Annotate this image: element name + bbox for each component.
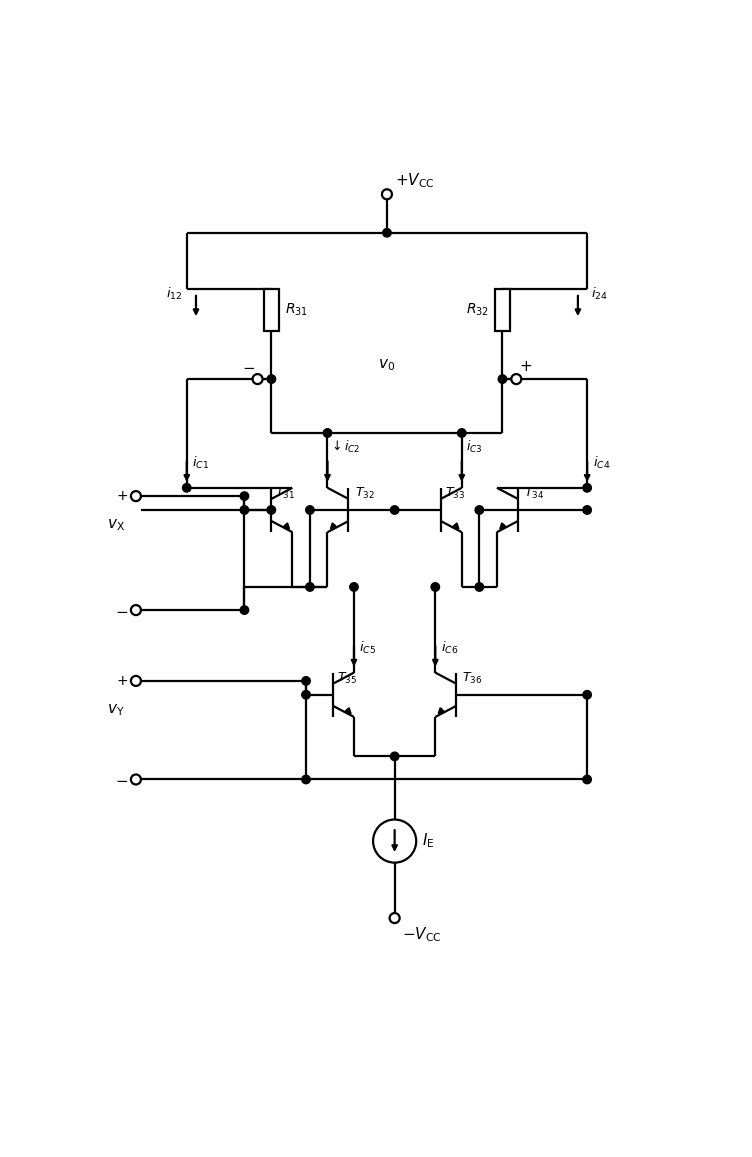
Text: $-V_{\rm CC}$: $-V_{\rm CC}$ (402, 926, 442, 944)
Circle shape (390, 506, 399, 514)
Text: $+$: $+$ (116, 673, 129, 688)
Text: $\!\downarrow i_{C2}$: $\!\downarrow i_{C2}$ (332, 440, 361, 456)
Text: $i_{C4}$: $i_{C4}$ (593, 455, 610, 471)
Text: $i_{C3}$: $i_{C3}$ (465, 440, 482, 456)
Circle shape (511, 374, 521, 384)
Text: $v_0$: $v_0$ (378, 358, 396, 373)
Circle shape (583, 484, 591, 492)
Circle shape (583, 506, 591, 514)
Circle shape (306, 583, 314, 591)
Text: $+$: $+$ (519, 359, 532, 374)
Circle shape (240, 506, 249, 514)
Text: $i_{C1}$: $i_{C1}$ (192, 455, 209, 471)
Text: $T_{33}$: $T_{33}$ (444, 486, 465, 501)
Circle shape (583, 691, 591, 699)
Circle shape (475, 506, 484, 514)
Text: $T_{35}$: $T_{35}$ (337, 670, 357, 686)
Circle shape (373, 819, 416, 863)
Text: $-$: $-$ (115, 603, 129, 618)
Circle shape (131, 605, 141, 616)
Circle shape (267, 375, 276, 383)
Text: $T_{34}$: $T_{34}$ (524, 486, 544, 501)
Circle shape (267, 506, 275, 514)
Text: $i_{12}$: $i_{12}$ (166, 286, 183, 302)
Circle shape (240, 492, 249, 500)
Circle shape (240, 606, 249, 614)
Text: $i_{C5}$: $i_{C5}$ (359, 640, 377, 656)
Circle shape (302, 691, 311, 699)
Bar (495, 288, 510, 331)
Text: $T_{32}$: $T_{32}$ (355, 486, 374, 501)
Circle shape (306, 506, 314, 514)
Text: $R_{31}$: $R_{31}$ (284, 302, 308, 318)
Circle shape (302, 677, 311, 685)
Text: $v_{\rm X}$: $v_{\rm X}$ (108, 517, 126, 533)
Text: $-$: $-$ (115, 772, 129, 787)
Text: $+$: $+$ (116, 489, 129, 503)
Circle shape (499, 375, 507, 383)
Circle shape (431, 583, 439, 591)
Text: $i_{C6}$: $i_{C6}$ (441, 640, 458, 656)
Bar (264, 288, 279, 331)
Circle shape (383, 229, 391, 237)
Circle shape (323, 429, 332, 437)
Circle shape (253, 374, 262, 384)
Circle shape (390, 752, 399, 760)
Circle shape (457, 429, 466, 437)
Circle shape (131, 676, 141, 686)
Text: $i_{24}$: $i_{24}$ (591, 286, 608, 302)
Text: $T_{36}$: $T_{36}$ (462, 670, 483, 686)
Circle shape (382, 190, 392, 199)
Text: $I_{\rm E}$: $I_{\rm E}$ (423, 832, 435, 850)
Circle shape (350, 583, 358, 591)
Circle shape (183, 484, 191, 492)
Circle shape (302, 775, 311, 783)
Text: $v_{\rm Y}$: $v_{\rm Y}$ (108, 702, 125, 718)
Circle shape (131, 491, 141, 501)
Text: $-$: $-$ (241, 359, 255, 374)
Circle shape (131, 774, 141, 784)
Circle shape (583, 775, 591, 783)
Text: $T_{31}$: $T_{31}$ (275, 486, 296, 501)
Text: $+V_{\rm CC}$: $+V_{\rm CC}$ (395, 171, 434, 191)
Text: $R_{32}$: $R_{32}$ (466, 302, 490, 318)
Circle shape (475, 583, 484, 591)
Circle shape (390, 913, 399, 923)
